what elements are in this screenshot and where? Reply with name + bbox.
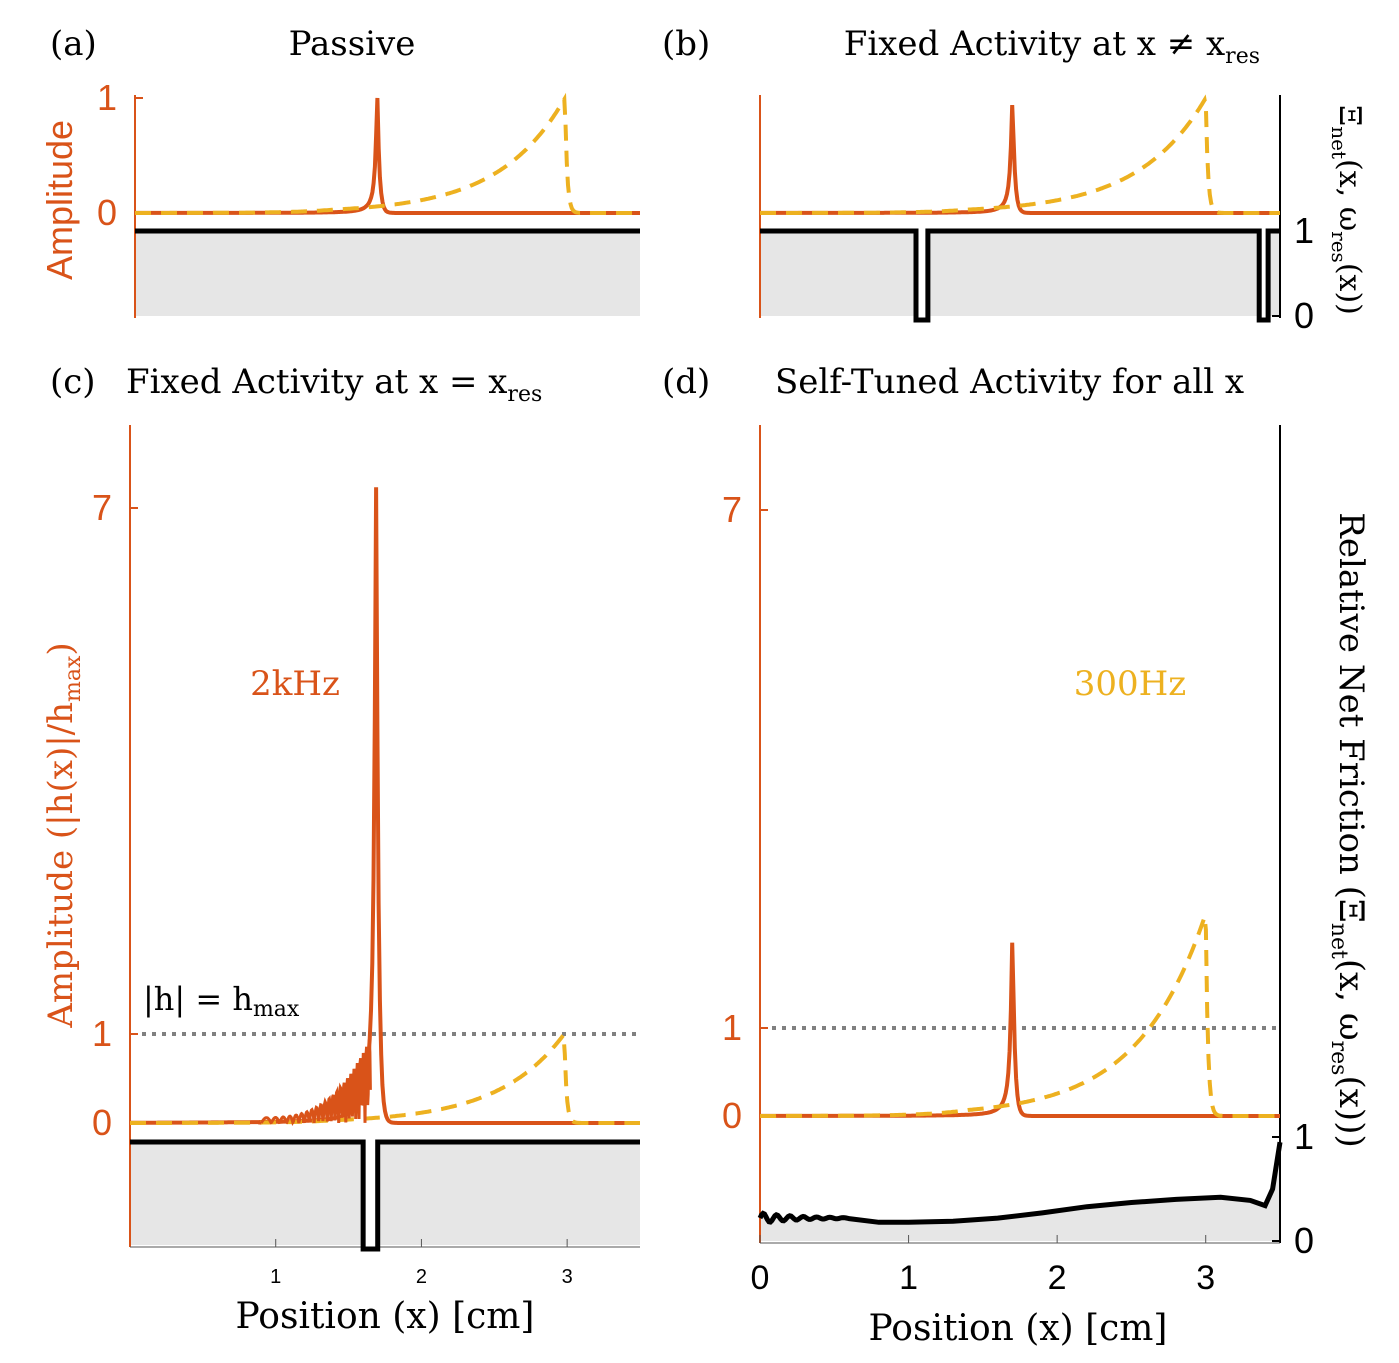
ytick-label-a-1: 1 [97, 77, 117, 118]
ripples-c [258, 1039, 372, 1127]
ytick-label-d-0: 0 [722, 1095, 742, 1136]
hmax-annotation: |h| = hmax [143, 980, 300, 1022]
friction-line-b [760, 228, 1280, 323]
panel-label-a: (a) [50, 24, 97, 64]
ylabel-a: Amplitude [39, 120, 80, 280]
ytick-label-c-7: 7 [92, 487, 112, 528]
friction-fill-d [760, 1142, 1280, 1241]
series-a-300Hz [135, 92, 640, 215]
series-b-300Hz [760, 94, 1280, 215]
panel-title-d: Self-Tuned Activity for all x [775, 362, 1244, 402]
xtick-label-c-1: 1 [270, 1266, 281, 1288]
series-c-300Hz [130, 1029, 640, 1125]
xtick-label-d-2: 2 [1048, 1259, 1067, 1297]
label-300hz: 300Hz [1074, 664, 1186, 704]
xlabel-d: Position (x) [cm] [869, 1308, 1168, 1349]
axes [129, 95, 1281, 1248]
friction-line-c [130, 1139, 640, 1252]
ytick-label-c-0: 0 [92, 1102, 112, 1143]
ylabel-c: Amplitude (|h(x)|/hmax) [41, 642, 86, 1028]
friction-fills [130, 231, 1280, 1245]
friction-line-d [757, 1141, 1283, 1225]
rytick-label-d-1: 1 [1294, 1116, 1314, 1157]
xtick-label-d-0: 0 [751, 1259, 770, 1297]
series-b-2kHz [760, 105, 1280, 215]
xtick-label-d-3: 3 [1196, 1259, 1215, 1297]
friction-fill-c [130, 1142, 640, 1245]
rytick-label-b-0: 0 [1294, 295, 1314, 336]
xtick-label-c-2: 2 [416, 1266, 427, 1288]
panel-title-b: Fixed Activity at x ≠ xres [844, 24, 1260, 69]
series-c-2kHz [130, 487, 640, 1125]
ytick-label-a-0: 0 [97, 192, 117, 233]
ylabel-b-right: Ξnet(x, ωres(x)) [1327, 105, 1367, 315]
series-a-2kHz [135, 97, 640, 215]
ytick-label-d-1: 1 [722, 1007, 742, 1048]
label-2khz: 2kHz [250, 664, 340, 704]
friction-fill-b [760, 231, 1280, 316]
rytick-label-b-1: 1 [1294, 210, 1314, 251]
panel-title-a: Passive [289, 24, 416, 64]
xlabel-c: Position (x) [cm] [236, 1296, 535, 1337]
friction-fill-a [135, 231, 640, 316]
series-d-300Hz [760, 916, 1280, 1118]
data-lines [130, 92, 1283, 1252]
xtick-label-c-3: 3 [562, 1266, 573, 1288]
ylabel-d-right: Relative Net Friction (Ξnet(x, ωres(x))) [1326, 512, 1371, 1147]
ytick-label-c-1: 1 [92, 1013, 112, 1054]
panel-label-c: (c) [50, 362, 96, 402]
xtick-label-d-1: 1 [899, 1259, 918, 1297]
panel-title-c: Fixed Activity at x = xres [126, 362, 542, 407]
rytick-label-d-0: 0 [1294, 1220, 1314, 1261]
tick-labels: 0 1 0 1 0 1 7 1 2 3 0 1 7 0 1 0 1 2 3 [92, 77, 1314, 1297]
ytick-label-d-7: 7 [722, 489, 742, 530]
panel-label-b: (b) [662, 24, 710, 64]
panel-label-d: (d) [662, 362, 710, 402]
